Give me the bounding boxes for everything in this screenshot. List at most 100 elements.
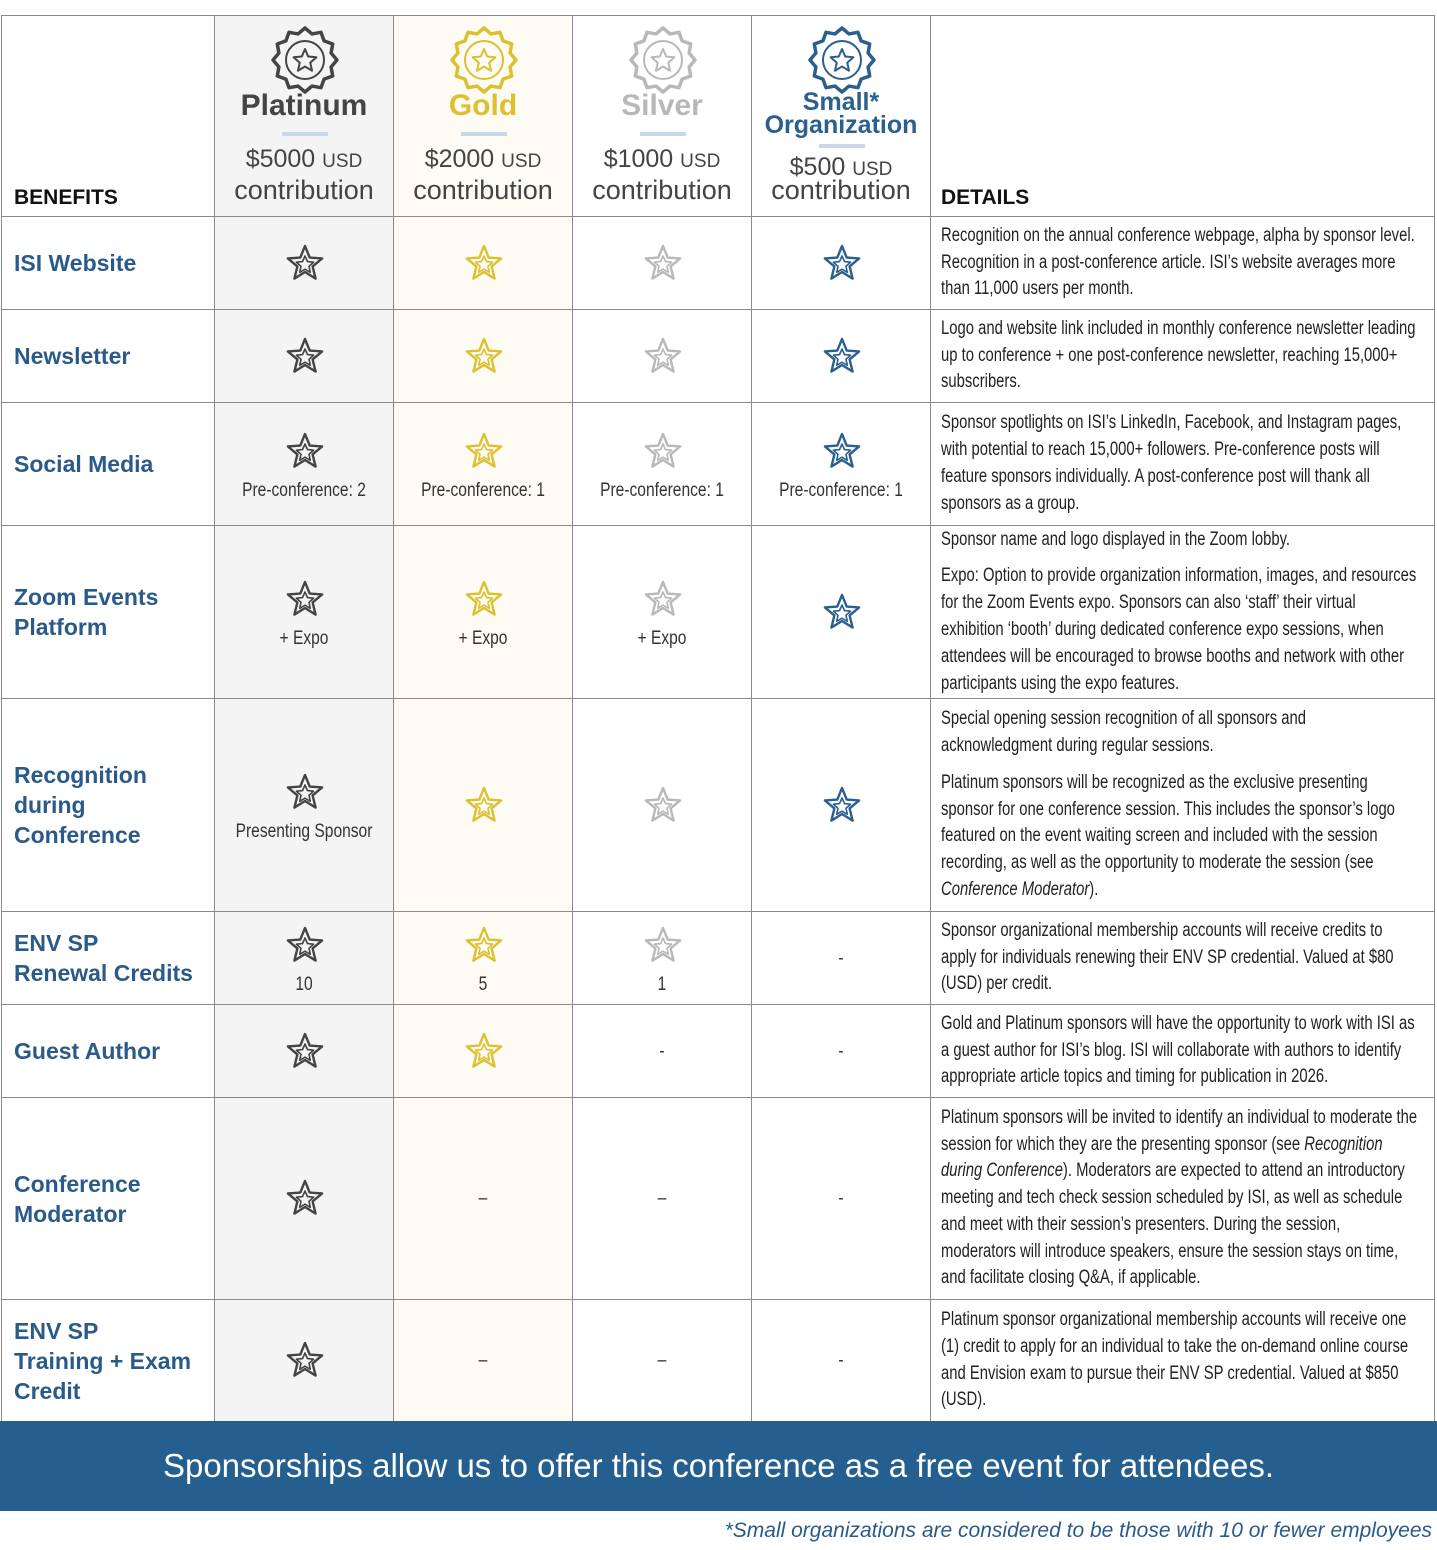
tier-cell: 10 [215,912,394,1005]
details-text: Platinum sponsor organizational membersh… [941,1307,1418,1414]
footnote: *Small organizations are considered to b… [724,1519,1432,1542]
tier-cell: + Expo [573,526,752,699]
star-icon [644,926,681,962]
cell-note: - [659,1040,665,1062]
tier-cell: - [573,1005,752,1098]
star-icon [465,580,502,616]
price-amount: $2000 [424,145,495,173]
tier-price: $2000 USD [394,144,572,177]
price-amount: $5000 [245,145,316,173]
price-currency: USD [322,151,363,172]
badge-star [292,48,317,72]
badge-ring [821,40,862,80]
details-text: Recognition on the annual conference web… [941,223,1418,303]
star-inner [295,1190,314,1209]
tier-name: Platinum [240,89,368,122]
benefit-line: Guest Author [14,1038,161,1064]
cell-note: – [657,1350,667,1371]
tier-divider [281,132,328,136]
star-outline [286,773,323,809]
benefit-name: Conference Moderator [2,1098,214,1299]
details-cell: Sponsor spotlights on ISI’s LinkedIn, Fa… [931,403,1435,526]
sponsorship-table: BENEFITS DETAILS Platinum $5000 USD contribu… [1,15,1435,1422]
star-outline [465,786,502,822]
cell-note: Pre-conference: 2 [242,479,366,501]
star-outline [286,337,323,373]
badge-ring [642,40,683,80]
details-paragraph: Platinum sponsors will be recognized as … [941,770,1418,904]
badge-ring [284,40,325,80]
star-icon [465,1032,502,1068]
cell-note: Presenting Sponsor [235,820,373,842]
tier-badge [628,26,697,94]
star-icon [286,1179,323,1215]
badge-star [650,48,675,72]
details-cell: Recognition on the annual conference web… [931,217,1435,310]
star-inner [474,796,493,815]
star-outline [465,337,502,373]
star-inner [474,936,493,955]
tier-cell [573,310,752,403]
details-cell: Special opening session recognition of a… [931,699,1435,912]
star-outline [286,432,323,468]
star-inner [832,347,851,366]
star-icon [286,1032,323,1068]
benefit-line: Zoom Events [14,584,159,610]
star-icon [823,337,860,373]
tier-header: Gold $2000 USD contribution [394,16,573,217]
tier-cell [215,217,394,310]
price-amount: $1000 [603,145,674,173]
cell-note: Pre-conference: 1 [421,479,545,501]
star-icon [286,1341,323,1377]
details-paragraph: Recognition on the annual conference web… [941,224,1415,300]
star-icon [465,786,502,822]
star-inner [653,590,672,609]
benefit-line: Moderator [14,1200,127,1227]
cell-note: 5 [478,973,488,995]
header-label: DETAILS [941,186,1030,209]
tier-cell [394,310,573,403]
details-paragraph: Expo: Option to provide organization inf… [941,565,1417,694]
details-cell: Sponsor name and logo displayed in the Z… [931,526,1435,699]
tier-cell: - [752,912,931,1005]
badge-star [829,48,854,72]
benefit-line: ENV SP [14,1317,99,1344]
tier-name: Gold [448,89,518,122]
star-icon [286,432,323,468]
details-text: Gold and Platinum sponsors will have the… [941,1011,1418,1091]
star-outline [644,244,681,280]
tier-cell [752,526,931,699]
star-outline [286,580,323,616]
badge-outline [270,26,339,94]
star-inner [832,603,851,622]
star-inner [474,590,493,609]
benefit-name: Recognition during Conference [2,699,214,911]
star-icon [823,593,860,629]
star-icon [644,337,681,373]
tier-cell: – [573,1098,752,1300]
benefit-name: Guest Author [2,1005,214,1097]
details-paragraph: Logo and website link included in monthl… [941,317,1416,393]
tier-contribution: contribution [234,175,374,205]
tier-divider [460,132,507,136]
benefit-line: Training + Exam [14,1347,192,1374]
star-outline [286,1032,323,1068]
star-inner [295,1352,314,1371]
star-icon [465,432,502,468]
tier-cell: Pre-conference: 1 [573,403,752,526]
star-inner [295,590,314,609]
benefit-cell: Social Media [2,403,215,526]
tier-price: $500 USD [752,152,930,185]
star-icon [286,337,323,373]
tier-cell: + Expo [394,526,573,699]
tier-badge [807,26,876,94]
tier-divider [818,144,865,148]
tier-cell [215,310,394,403]
details-cell: Logo and website link included in monthl… [931,310,1435,403]
star-inner [653,347,672,366]
star-icon [465,337,502,373]
star-outline [465,926,502,962]
star-icon [644,786,681,822]
details-text: Platinum sponsors will be invited to ide… [941,1105,1418,1293]
tier-cell: 5 [394,912,573,1005]
